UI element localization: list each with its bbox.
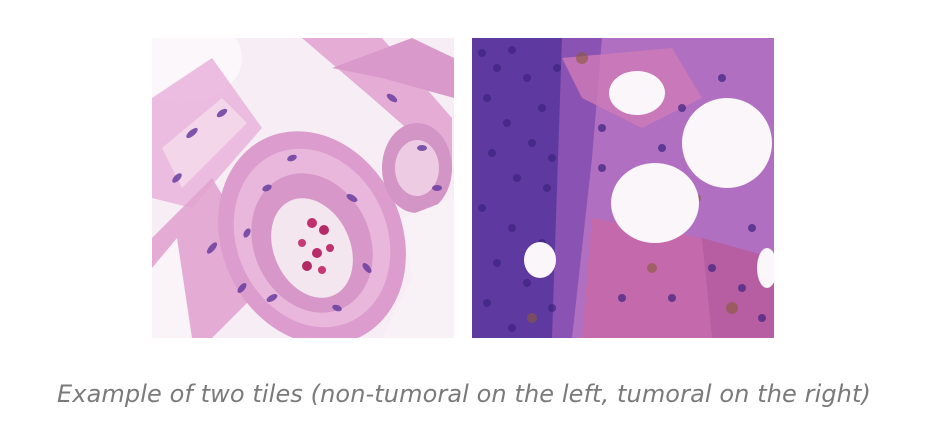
figure-caption: Example of two tiles (non-tumoral on the…: [57, 380, 871, 408]
tumoral-tile-image: [472, 38, 774, 338]
non-tumoral-tile-image: [152, 38, 454, 338]
